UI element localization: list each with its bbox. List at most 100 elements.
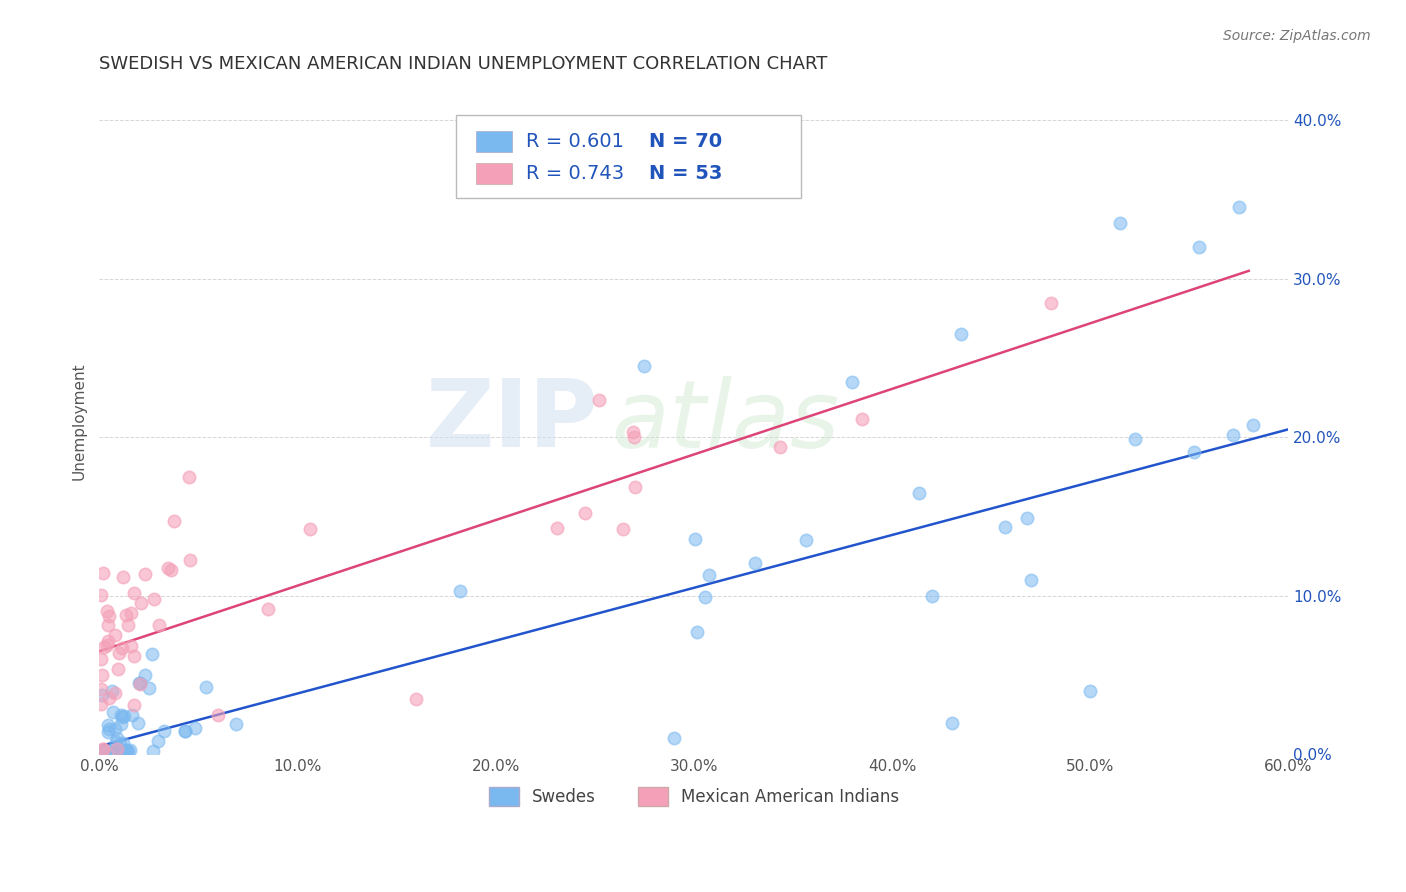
Point — [546, 521, 568, 535]
Point — [91, 742, 114, 756]
Point — [111, 710, 134, 724]
Point — [108, 737, 131, 751]
Point — [91, 744, 114, 758]
Point — [93, 742, 115, 756]
Point — [1241, 417, 1264, 432]
Point — [97, 633, 120, 648]
Point — [1188, 240, 1211, 254]
Point — [612, 522, 634, 536]
Point — [1019, 573, 1042, 587]
FancyBboxPatch shape — [456, 115, 801, 198]
Point — [449, 584, 471, 599]
Point — [298, 522, 321, 536]
Point — [110, 716, 132, 731]
Point — [98, 690, 121, 705]
Point — [91, 667, 114, 681]
Point — [941, 715, 963, 730]
Legend: Swedes, Mexican American Indians: Swedes, Mexican American Indians — [482, 780, 905, 813]
Point — [115, 608, 138, 623]
Text: N = 70: N = 70 — [648, 132, 721, 151]
Point — [100, 744, 122, 758]
Point — [110, 708, 132, 723]
Point — [134, 668, 156, 682]
Text: SWEDISH VS MEXICAN AMERICAN INDIAN UNEMPLOYMENT CORRELATION CHART: SWEDISH VS MEXICAN AMERICAN INDIAN UNEMP… — [100, 55, 828, 73]
Point — [129, 596, 152, 610]
Bar — [477, 131, 512, 153]
Text: N = 53: N = 53 — [648, 164, 723, 183]
Point — [90, 682, 112, 697]
Point — [121, 707, 143, 722]
Point — [90, 744, 112, 758]
Point — [148, 618, 170, 632]
Point — [128, 677, 150, 691]
Point — [97, 725, 120, 739]
Point — [141, 647, 163, 661]
Point — [118, 743, 141, 757]
Point — [120, 639, 142, 653]
Point — [122, 649, 145, 664]
Point — [1123, 432, 1146, 446]
Point — [1039, 295, 1062, 310]
Y-axis label: Unemployment: Unemployment — [72, 362, 86, 480]
Point — [851, 412, 873, 426]
Point — [769, 440, 792, 454]
Text: R = 0.743: R = 0.743 — [526, 164, 624, 183]
Point — [157, 560, 180, 574]
Point — [697, 568, 720, 582]
Point — [1109, 216, 1132, 230]
Point — [174, 724, 197, 739]
Point — [100, 744, 122, 758]
Point — [134, 566, 156, 581]
Point — [257, 602, 280, 616]
Point — [744, 557, 766, 571]
Point — [104, 628, 127, 642]
Point — [117, 744, 139, 758]
Point — [110, 744, 132, 758]
Point — [174, 723, 197, 738]
Point — [112, 744, 135, 758]
Point — [105, 735, 128, 749]
Point — [90, 652, 112, 666]
Point — [105, 731, 128, 745]
Point — [195, 680, 218, 694]
Point — [1182, 445, 1205, 459]
Point — [112, 709, 135, 723]
Point — [623, 430, 645, 444]
Point — [110, 640, 132, 655]
Point — [994, 520, 1017, 534]
Point — [163, 514, 186, 528]
Point — [93, 640, 115, 654]
Point — [115, 743, 138, 757]
Point — [104, 744, 127, 758]
Point — [117, 617, 139, 632]
Point — [841, 375, 863, 389]
Point — [1222, 427, 1244, 442]
Point — [107, 646, 129, 660]
Point — [662, 731, 685, 746]
Point — [588, 393, 610, 408]
Point — [1227, 201, 1250, 215]
Point — [127, 715, 149, 730]
Point — [112, 744, 135, 758]
Point — [91, 744, 114, 758]
Point — [121, 606, 143, 620]
Point — [115, 744, 138, 758]
Point — [96, 638, 118, 652]
Point — [91, 566, 114, 581]
Point — [146, 734, 169, 748]
Point — [153, 724, 176, 739]
Point — [128, 675, 150, 690]
Point — [107, 661, 129, 675]
Point — [104, 722, 127, 736]
Point — [97, 723, 120, 737]
Point — [621, 425, 644, 439]
Text: ZIP: ZIP — [426, 376, 599, 467]
Point — [693, 590, 716, 604]
Point — [93, 744, 115, 758]
Point — [159, 563, 181, 577]
Point — [142, 744, 165, 758]
Point — [97, 608, 120, 623]
Point — [574, 506, 596, 520]
Point — [90, 588, 112, 602]
Point — [105, 742, 128, 756]
